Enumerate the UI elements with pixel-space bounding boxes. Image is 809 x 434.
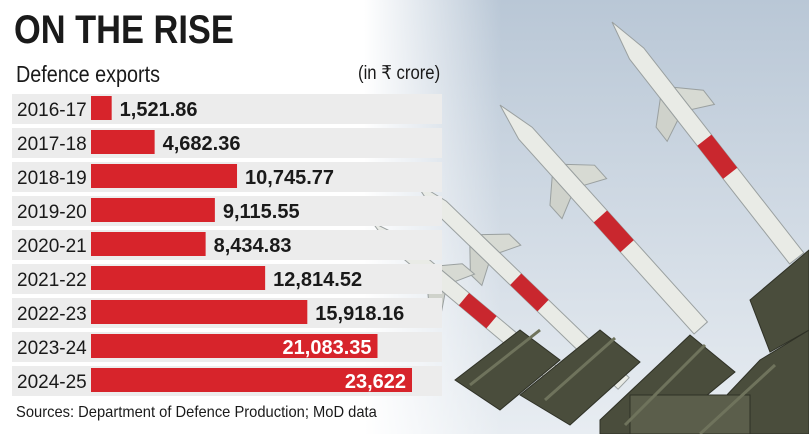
bar [91,266,266,290]
bar [91,232,206,256]
row-band [12,128,442,158]
bar [91,130,155,154]
value-label: 9,115.55 [223,201,300,223]
category-label: 2021-22 [17,270,87,291]
bar [91,300,308,324]
value-label: 21,083.35 [283,337,372,359]
category-label: 2017-18 [17,134,87,155]
chart-subtitle: Defence exports [16,61,161,87]
value-label: 23,622 [345,371,406,393]
bar [91,164,238,188]
value-label: 4,682.36 [163,133,241,155]
value-label: 12,814.52 [273,269,362,291]
value-label: 8,434.83 [214,235,292,257]
category-label: 2020-21 [17,236,87,257]
row-band [12,230,442,260]
row-band [12,196,442,226]
bar [91,368,412,392]
unit-label: (in ₹ crore) [358,63,441,84]
bar [91,198,215,222]
category-label: 2023-24 [17,338,87,359]
value-label: 10,745.77 [245,167,334,189]
value-label: 1,521.86 [120,99,198,121]
category-label: 2022-23 [17,304,87,325]
row-band [12,94,442,124]
value-label: 15,918.16 [315,303,404,325]
category-label: 2019-20 [17,202,87,223]
bar-chart: 2016-17 1,521.86 2017-18 4,682.36 2018-19 10,… [12,94,442,396]
category-label: 2024-25 [17,372,87,393]
bar [91,96,112,120]
category-label: 2018-19 [17,168,87,189]
category-label: 2016-17 [17,100,87,121]
source-note: Sources: Department of Defence Productio… [16,404,377,421]
chart-title: ON THE RISE [14,8,234,52]
bar [91,334,378,358]
